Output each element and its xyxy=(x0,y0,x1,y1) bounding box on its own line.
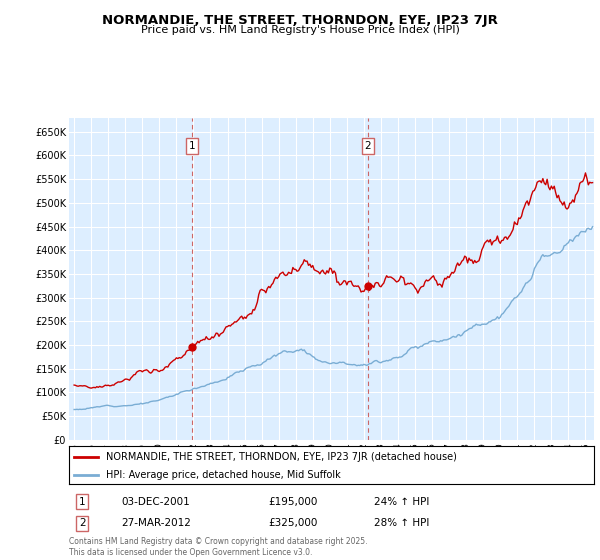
Text: 03-DEC-2001: 03-DEC-2001 xyxy=(121,497,190,507)
Text: NORMANDIE, THE STREET, THORNDON, EYE, IP23 7JR (detached house): NORMANDIE, THE STREET, THORNDON, EYE, IP… xyxy=(106,452,457,462)
Text: 27-MAR-2012: 27-MAR-2012 xyxy=(121,519,191,529)
Text: 1: 1 xyxy=(79,497,85,507)
Text: 2: 2 xyxy=(365,141,371,151)
Text: 2: 2 xyxy=(79,519,85,529)
Text: HPI: Average price, detached house, Mid Suffolk: HPI: Average price, detached house, Mid … xyxy=(106,470,341,480)
Text: 28% ↑ HPI: 28% ↑ HPI xyxy=(373,519,429,529)
Text: £195,000: £195,000 xyxy=(269,497,318,507)
Text: £325,000: £325,000 xyxy=(269,519,318,529)
Text: Price paid vs. HM Land Registry's House Price Index (HPI): Price paid vs. HM Land Registry's House … xyxy=(140,25,460,35)
Text: Contains HM Land Registry data © Crown copyright and database right 2025.
This d: Contains HM Land Registry data © Crown c… xyxy=(69,537,367,557)
Text: 24% ↑ HPI: 24% ↑ HPI xyxy=(373,497,429,507)
Text: 1: 1 xyxy=(189,141,196,151)
Text: NORMANDIE, THE STREET, THORNDON, EYE, IP23 7JR: NORMANDIE, THE STREET, THORNDON, EYE, IP… xyxy=(102,14,498,27)
